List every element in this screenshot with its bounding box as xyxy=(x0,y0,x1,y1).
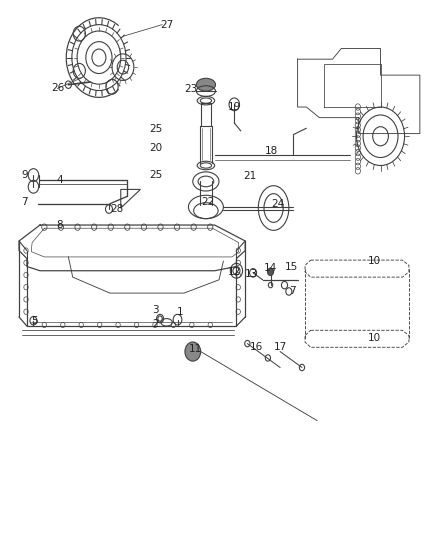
Text: 25: 25 xyxy=(149,124,162,134)
Text: 14: 14 xyxy=(264,263,277,273)
Text: 5: 5 xyxy=(32,316,38,326)
Text: 24: 24 xyxy=(271,199,285,209)
Text: 16: 16 xyxy=(250,342,263,352)
Text: 10: 10 xyxy=(367,256,381,266)
Text: 7: 7 xyxy=(289,286,296,296)
Text: 11: 11 xyxy=(188,344,201,354)
Text: 18: 18 xyxy=(265,146,278,156)
Text: 2: 2 xyxy=(152,319,159,329)
Ellipse shape xyxy=(196,78,215,91)
Text: 23: 23 xyxy=(184,84,197,94)
Text: 4: 4 xyxy=(57,175,63,185)
Text: 1: 1 xyxy=(177,306,183,317)
Text: 3: 3 xyxy=(152,305,159,315)
Text: 9: 9 xyxy=(21,170,28,180)
Text: 12: 12 xyxy=(228,267,241,277)
Text: 21: 21 xyxy=(243,171,256,181)
Text: 20: 20 xyxy=(149,143,162,154)
Text: 25: 25 xyxy=(149,170,162,180)
Text: 19: 19 xyxy=(228,102,241,112)
Text: 15: 15 xyxy=(284,262,298,271)
Text: 27: 27 xyxy=(160,20,173,30)
Circle shape xyxy=(268,268,274,276)
Circle shape xyxy=(185,342,201,361)
Text: 28: 28 xyxy=(110,204,123,214)
Text: 10: 10 xyxy=(367,333,381,343)
Text: 8: 8 xyxy=(57,220,63,230)
Text: 26: 26 xyxy=(51,83,64,93)
Text: 17: 17 xyxy=(273,342,287,352)
Text: 22: 22 xyxy=(201,197,215,207)
Text: 13: 13 xyxy=(245,270,258,279)
Text: 7: 7 xyxy=(21,197,28,207)
